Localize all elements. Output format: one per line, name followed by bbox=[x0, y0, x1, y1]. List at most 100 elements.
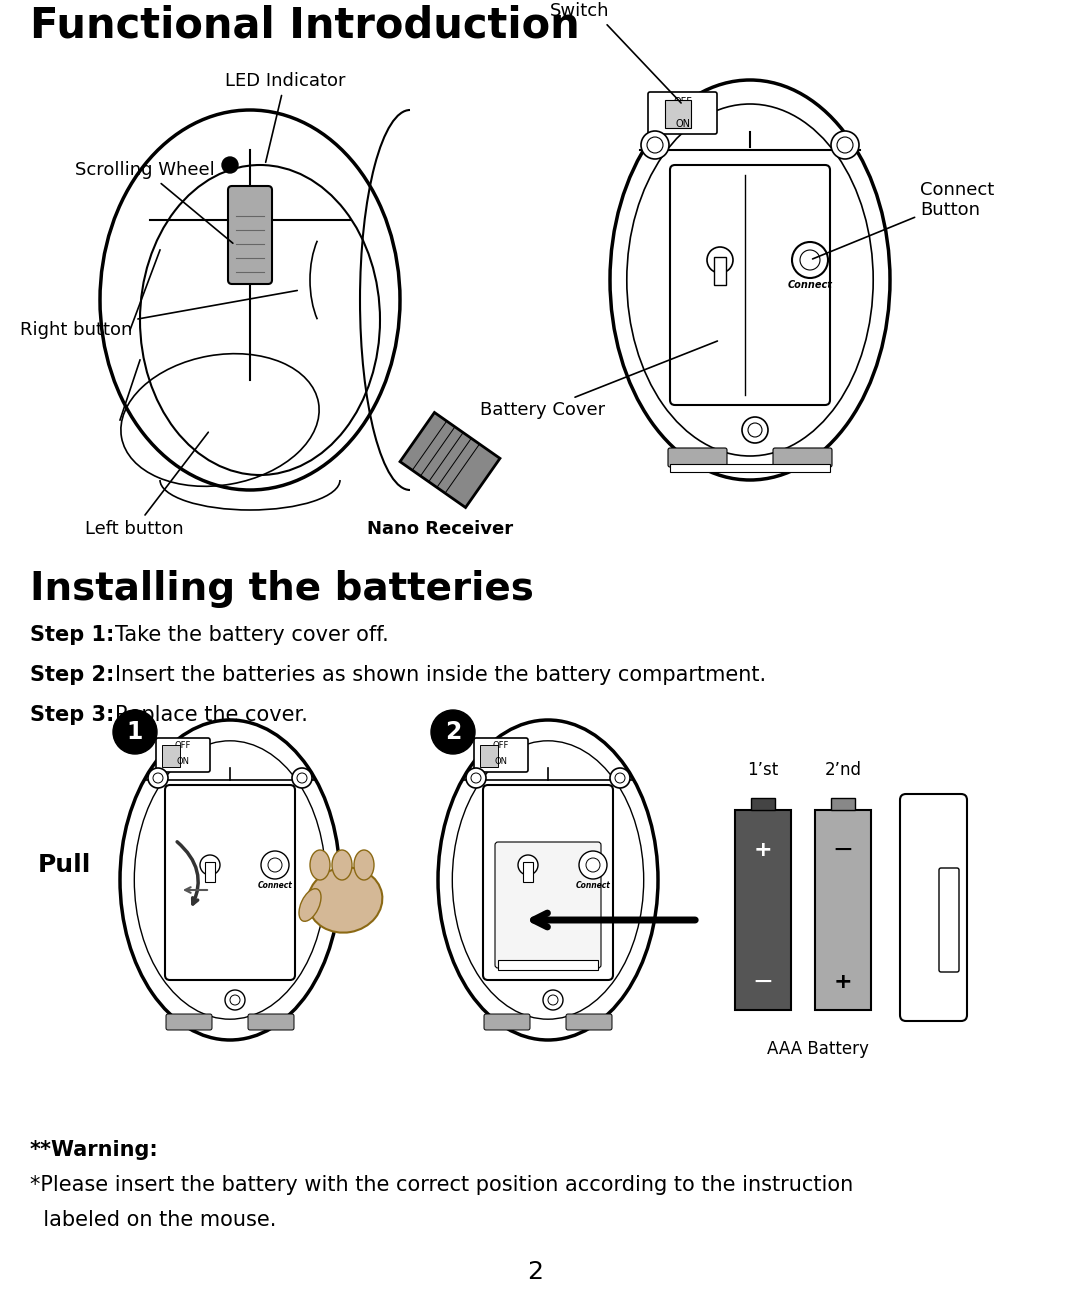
Circle shape bbox=[542, 990, 563, 1010]
Ellipse shape bbox=[354, 850, 374, 879]
Circle shape bbox=[200, 855, 220, 876]
Circle shape bbox=[610, 768, 630, 788]
FancyBboxPatch shape bbox=[484, 1013, 530, 1030]
Text: Step 1:: Step 1: bbox=[30, 624, 114, 645]
Text: Right button: Right button bbox=[20, 290, 297, 340]
Circle shape bbox=[148, 768, 168, 788]
Circle shape bbox=[297, 773, 307, 783]
Text: Scrolling Wheel: Scrolling Wheel bbox=[75, 161, 233, 243]
Text: **Warning:: **Warning: bbox=[30, 1140, 158, 1160]
Circle shape bbox=[113, 710, 157, 755]
Text: +: + bbox=[834, 972, 853, 991]
Polygon shape bbox=[400, 412, 500, 507]
Text: −: − bbox=[752, 971, 774, 994]
Text: ON/OFF
Switch: ON/OFF Switch bbox=[550, 0, 682, 103]
Text: Connect: Connect bbox=[788, 280, 832, 290]
Bar bbox=[498, 960, 598, 971]
Text: labeled on the mouse.: labeled on the mouse. bbox=[30, 1210, 276, 1229]
Circle shape bbox=[230, 995, 240, 1004]
FancyBboxPatch shape bbox=[495, 842, 601, 968]
Text: Left button: Left button bbox=[85, 432, 209, 539]
Ellipse shape bbox=[308, 868, 382, 933]
Bar bbox=[664, 100, 691, 127]
Circle shape bbox=[837, 137, 853, 154]
Text: Connect: Connect bbox=[258, 881, 292, 890]
Circle shape bbox=[292, 768, 312, 788]
Text: Connect
Button: Connect Button bbox=[812, 181, 994, 259]
Circle shape bbox=[579, 851, 607, 879]
FancyBboxPatch shape bbox=[483, 785, 613, 980]
Ellipse shape bbox=[100, 111, 400, 490]
Bar bbox=[205, 863, 215, 882]
Circle shape bbox=[518, 855, 538, 876]
FancyBboxPatch shape bbox=[900, 794, 967, 1021]
FancyBboxPatch shape bbox=[670, 165, 830, 405]
Circle shape bbox=[748, 423, 762, 437]
Text: Step 3:: Step 3: bbox=[30, 705, 114, 725]
Circle shape bbox=[831, 131, 859, 159]
Bar bbox=[751, 798, 775, 811]
Circle shape bbox=[641, 131, 669, 159]
Text: 1: 1 bbox=[127, 719, 143, 744]
Text: Replace the cover.: Replace the cover. bbox=[114, 705, 308, 725]
Circle shape bbox=[225, 990, 245, 1010]
Text: −: − bbox=[832, 838, 854, 863]
Circle shape bbox=[221, 157, 238, 173]
Circle shape bbox=[471, 773, 482, 783]
Bar bbox=[162, 745, 180, 768]
Bar bbox=[480, 745, 498, 768]
Text: 2’nd: 2’nd bbox=[825, 761, 861, 779]
Bar bbox=[670, 464, 830, 472]
Bar bbox=[831, 798, 855, 811]
Text: ON: ON bbox=[675, 118, 690, 129]
Ellipse shape bbox=[332, 850, 352, 879]
Text: OFF: OFF bbox=[174, 742, 192, 751]
Bar bbox=[735, 811, 791, 1010]
Circle shape bbox=[742, 418, 768, 444]
Bar bbox=[815, 811, 871, 1010]
Ellipse shape bbox=[120, 719, 340, 1039]
Circle shape bbox=[615, 773, 625, 783]
FancyBboxPatch shape bbox=[566, 1013, 612, 1030]
FancyBboxPatch shape bbox=[648, 92, 717, 134]
Text: ON: ON bbox=[177, 757, 189, 766]
FancyBboxPatch shape bbox=[939, 868, 959, 972]
Text: Insert the batteries as shown inside the battery compartment.: Insert the batteries as shown inside the… bbox=[114, 665, 766, 686]
Ellipse shape bbox=[310, 850, 330, 879]
Text: OFF: OFF bbox=[493, 742, 509, 751]
Circle shape bbox=[647, 137, 663, 154]
Bar bbox=[714, 258, 727, 285]
Text: Battery Cover: Battery Cover bbox=[480, 341, 717, 419]
Text: OFF: OFF bbox=[673, 98, 692, 107]
Ellipse shape bbox=[438, 719, 658, 1039]
Ellipse shape bbox=[610, 79, 890, 480]
Text: 2: 2 bbox=[445, 719, 461, 744]
Text: Take the battery cover off.: Take the battery cover off. bbox=[114, 624, 388, 645]
Circle shape bbox=[268, 857, 282, 872]
Text: Connect: Connect bbox=[576, 881, 611, 890]
Circle shape bbox=[467, 768, 486, 788]
FancyBboxPatch shape bbox=[668, 448, 727, 467]
Text: *Please insert the battery with the correct position according to the instructio: *Please insert the battery with the corr… bbox=[30, 1175, 853, 1196]
Circle shape bbox=[548, 995, 557, 1004]
Ellipse shape bbox=[299, 889, 321, 921]
Bar bbox=[523, 863, 533, 882]
Circle shape bbox=[800, 250, 820, 271]
Text: Installing the batteries: Installing the batteries bbox=[30, 570, 534, 608]
Circle shape bbox=[431, 710, 475, 755]
Circle shape bbox=[707, 247, 733, 273]
Text: 1’st: 1’st bbox=[747, 761, 779, 779]
FancyBboxPatch shape bbox=[165, 785, 295, 980]
Text: 2: 2 bbox=[528, 1259, 542, 1284]
Circle shape bbox=[261, 851, 289, 879]
Circle shape bbox=[586, 857, 600, 872]
FancyBboxPatch shape bbox=[228, 186, 272, 284]
Text: Nano Receiver: Nano Receiver bbox=[367, 520, 513, 539]
FancyBboxPatch shape bbox=[166, 1013, 212, 1030]
Circle shape bbox=[792, 242, 828, 278]
FancyBboxPatch shape bbox=[248, 1013, 294, 1030]
Text: AAA Battery: AAA Battery bbox=[767, 1039, 869, 1058]
Text: Pull: Pull bbox=[39, 853, 91, 877]
Text: ON: ON bbox=[494, 757, 507, 766]
Text: Functional Introduction: Functional Introduction bbox=[30, 5, 580, 47]
